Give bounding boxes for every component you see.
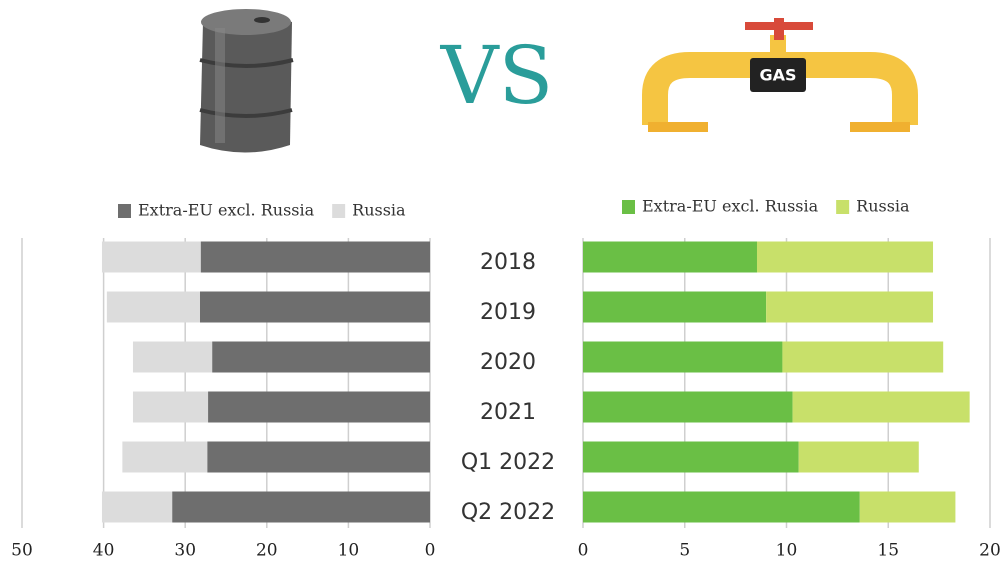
- bar: [583, 492, 860, 523]
- bar: [799, 442, 919, 473]
- bar: [757, 242, 933, 273]
- vs-label: VS: [440, 29, 554, 122]
- bar: [583, 342, 782, 373]
- bar: [133, 342, 212, 373]
- x-tick-label: 20: [979, 541, 1001, 561]
- legend-swatch: [622, 200, 635, 214]
- legend-label: Extra-EU excl. Russia: [138, 201, 315, 220]
- bar: [583, 292, 766, 323]
- bar: [201, 242, 430, 273]
- x-tick-label: 40: [93, 541, 115, 561]
- legend-swatch: [118, 204, 131, 218]
- x-tick-label: 50: [11, 541, 33, 561]
- bar: [793, 392, 970, 423]
- bar: [200, 292, 430, 323]
- bar: [107, 292, 200, 323]
- category-label: Q1 2022: [461, 450, 555, 475]
- category-label: 2020: [480, 350, 536, 375]
- bar: [583, 242, 757, 273]
- legend-label: Russia: [856, 197, 910, 216]
- oil-barrel-icon: [200, 9, 293, 153]
- gas-icon-label: GAS: [759, 66, 796, 85]
- x-tick-label: 15: [877, 541, 899, 561]
- bar: [583, 392, 793, 423]
- category-label: Q2 2022: [461, 500, 555, 525]
- chart: VS GAS 504030201002018201920202021Q1 202…: [0, 0, 1004, 565]
- bar: [208, 392, 430, 423]
- category-label: 2019: [480, 300, 536, 325]
- bar: [207, 442, 430, 473]
- bar: [172, 492, 430, 523]
- category-label: 2021: [480, 400, 536, 425]
- bar: [782, 342, 943, 373]
- x-tick-label: 10: [776, 541, 798, 561]
- x-tick-label: 30: [174, 541, 196, 561]
- legend-swatch: [332, 204, 345, 218]
- legend-label: Extra-EU excl. Russia: [642, 197, 819, 216]
- x-tick-label: 0: [425, 541, 436, 561]
- bar: [133, 392, 208, 423]
- x-tick-label: 5: [679, 541, 690, 561]
- bar: [212, 342, 430, 373]
- bar: [860, 492, 956, 523]
- bar: [583, 442, 799, 473]
- bar: [102, 242, 201, 273]
- x-tick-label: 10: [338, 541, 360, 561]
- legend-swatch: [836, 200, 849, 214]
- x-tick-label: 20: [256, 541, 278, 561]
- page: VS GAS 504030201002018201920202021Q1 202…: [0, 0, 1004, 565]
- x-tick-label: 0: [578, 541, 589, 561]
- bar: [102, 492, 172, 523]
- bar: [122, 442, 207, 473]
- category-label: 2018: [480, 250, 536, 275]
- legend-label: Russia: [352, 201, 406, 220]
- bar: [766, 292, 933, 323]
